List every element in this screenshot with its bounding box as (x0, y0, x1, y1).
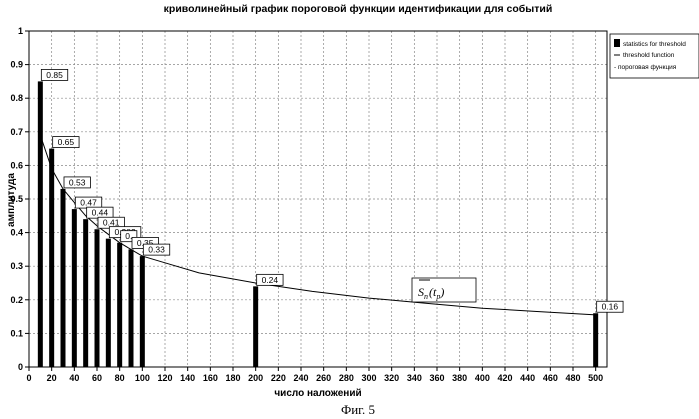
x-tick-label: 340 (407, 373, 422, 383)
legend-bar-swatch (614, 39, 620, 47)
data-label: 0.65 (53, 137, 79, 148)
bar (117, 243, 122, 367)
data-label-text: 0.33 (148, 245, 165, 255)
legend-item-threshold-ru: - пороговая функция (614, 64, 677, 71)
threshold-chart-figure: криволинейный график пороговой функции и… (0, 0, 699, 419)
y-tick-label: 0.9 (10, 60, 23, 70)
data-label-text: 0.44 (92, 208, 109, 218)
x-tick-label: 120 (157, 373, 172, 383)
y-tick-label: 0.3 (10, 261, 23, 271)
data-label: 0.85 (41, 69, 67, 80)
x-tick-label: 320 (384, 373, 399, 383)
x-tick-label: 180 (225, 373, 240, 383)
data-label: 0.47 (75, 197, 101, 208)
x-tick-label: 460 (543, 373, 558, 383)
data-label-text: 0.16 (602, 302, 619, 312)
data-label-text: 0. (125, 231, 132, 241)
x-tick-label: 300 (361, 373, 376, 383)
data-label-text: 0.24 (262, 275, 279, 285)
data-label: 0.24 (257, 274, 283, 285)
curve-annotation: Sn(tp) (412, 278, 476, 302)
data-label: 0.44 (87, 207, 113, 218)
y-tick-label: 1 (18, 26, 23, 36)
bar (72, 209, 77, 367)
x-tick-label: 480 (565, 373, 580, 383)
figure-caption: Фиг. 5 (341, 402, 375, 417)
x-tick-label: 420 (497, 373, 512, 383)
data-label: 0.53 (64, 177, 90, 188)
y-tick-label: 0.2 (10, 295, 23, 305)
data-label: 0.33 (143, 244, 169, 255)
x-axis-ticks: 0 20 40 60 80 100 120 140 160 180 200 220 240 260 280 3… (26, 367, 603, 383)
x-tick-label: 220 (271, 373, 286, 383)
x-tick-label: 0 (26, 373, 31, 383)
x-tick-label: 440 (520, 373, 535, 383)
legend-item-statistics: statistics for threshold (623, 41, 686, 48)
x-tick-label: 100 (135, 373, 150, 383)
y-tick-label: 0 (18, 362, 23, 372)
x-tick-label: 280 (339, 373, 354, 383)
grid-lines (29, 31, 607, 367)
x-tick-label: 200 (248, 373, 263, 383)
data-label: 0.16 (597, 301, 623, 312)
legend-item-threshold-function: threshold function (623, 52, 675, 59)
bar (253, 286, 258, 367)
x-tick-label: 80 (115, 373, 125, 383)
bar (38, 81, 43, 367)
x-tick-label: 260 (316, 373, 331, 383)
y-axis-label: амплитуда (6, 173, 17, 227)
legend: statistics for threshold threshold funct… (610, 34, 699, 78)
x-tick-label: 40 (69, 373, 79, 383)
chart-title: криволинейный график пороговой функции и… (164, 3, 553, 15)
y-tick-label: 0.6 (10, 160, 23, 170)
bar (95, 229, 100, 367)
x-tick-label: 500 (588, 373, 603, 383)
bar (593, 313, 598, 367)
x-tick-label: 140 (180, 373, 195, 383)
annotation-formula: Sn(tp) (418, 285, 444, 301)
x-tick-label: 400 (475, 373, 490, 383)
x-tick-label: 360 (429, 373, 444, 383)
x-tick-label: 160 (203, 373, 218, 383)
bar (129, 249, 134, 367)
y-tick-label: 0.1 (10, 328, 23, 338)
x-tick-label: 240 (293, 373, 308, 383)
x-tick-label: 60 (92, 373, 102, 383)
data-label-text: 0.85 (46, 70, 63, 80)
bar (140, 256, 145, 367)
x-tick-label: 380 (452, 373, 467, 383)
data-label-text: 0.47 (80, 198, 97, 208)
bar (49, 149, 54, 367)
data-label-text: 0.65 (58, 137, 75, 147)
bar (83, 219, 88, 367)
x-tick-label: 20 (47, 373, 57, 383)
y-tick-label: 0.7 (10, 127, 23, 137)
y-tick-label: 0.4 (10, 228, 23, 238)
bar (61, 189, 66, 367)
y-tick-label: 0.8 (10, 93, 23, 103)
data-label-text: 0.53 (69, 177, 86, 187)
bar (106, 239, 111, 367)
x-axis-label: число наложений (274, 388, 361, 399)
